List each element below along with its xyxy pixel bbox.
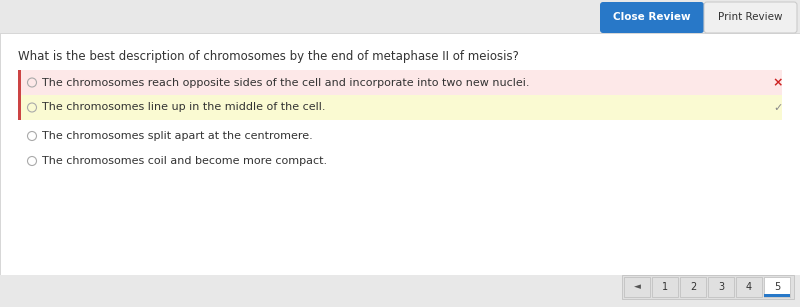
Bar <box>624 277 650 297</box>
Text: What is the best description of chromosomes by the end of metaphase II of meiosi: What is the best description of chromoso… <box>18 50 519 63</box>
Text: Print Review: Print Review <box>718 13 782 22</box>
Text: The chromosomes coil and become more compact.: The chromosomes coil and become more com… <box>42 156 327 166</box>
Text: ×: × <box>773 76 783 89</box>
Bar <box>708 277 734 297</box>
Bar <box>18 70 21 120</box>
Text: ◄: ◄ <box>634 282 641 292</box>
Text: 1: 1 <box>662 282 668 292</box>
Bar <box>764 277 790 297</box>
Text: ✓: ✓ <box>774 103 782 112</box>
Text: 5: 5 <box>774 282 780 292</box>
Bar <box>764 294 790 297</box>
Text: 2: 2 <box>690 282 696 292</box>
Bar <box>736 277 762 297</box>
FancyBboxPatch shape <box>704 2 797 33</box>
Bar <box>18 70 782 95</box>
Text: The chromosomes split apart at the centromere.: The chromosomes split apart at the centr… <box>42 131 313 141</box>
Text: Close Review: Close Review <box>613 13 691 22</box>
Text: 3: 3 <box>718 282 724 292</box>
Bar <box>0 33 800 275</box>
Bar <box>680 277 706 297</box>
Bar <box>0 0 800 35</box>
FancyBboxPatch shape <box>600 2 704 33</box>
Bar <box>0 275 800 307</box>
Bar <box>622 275 794 299</box>
Text: The chromosomes reach opposite sides of the cell and incorporate into two new nu: The chromosomes reach opposite sides of … <box>42 77 530 87</box>
Text: 4: 4 <box>746 282 752 292</box>
Text: The chromosomes line up in the middle of the cell.: The chromosomes line up in the middle of… <box>42 103 326 112</box>
Bar <box>652 277 678 297</box>
Bar <box>18 95 782 120</box>
